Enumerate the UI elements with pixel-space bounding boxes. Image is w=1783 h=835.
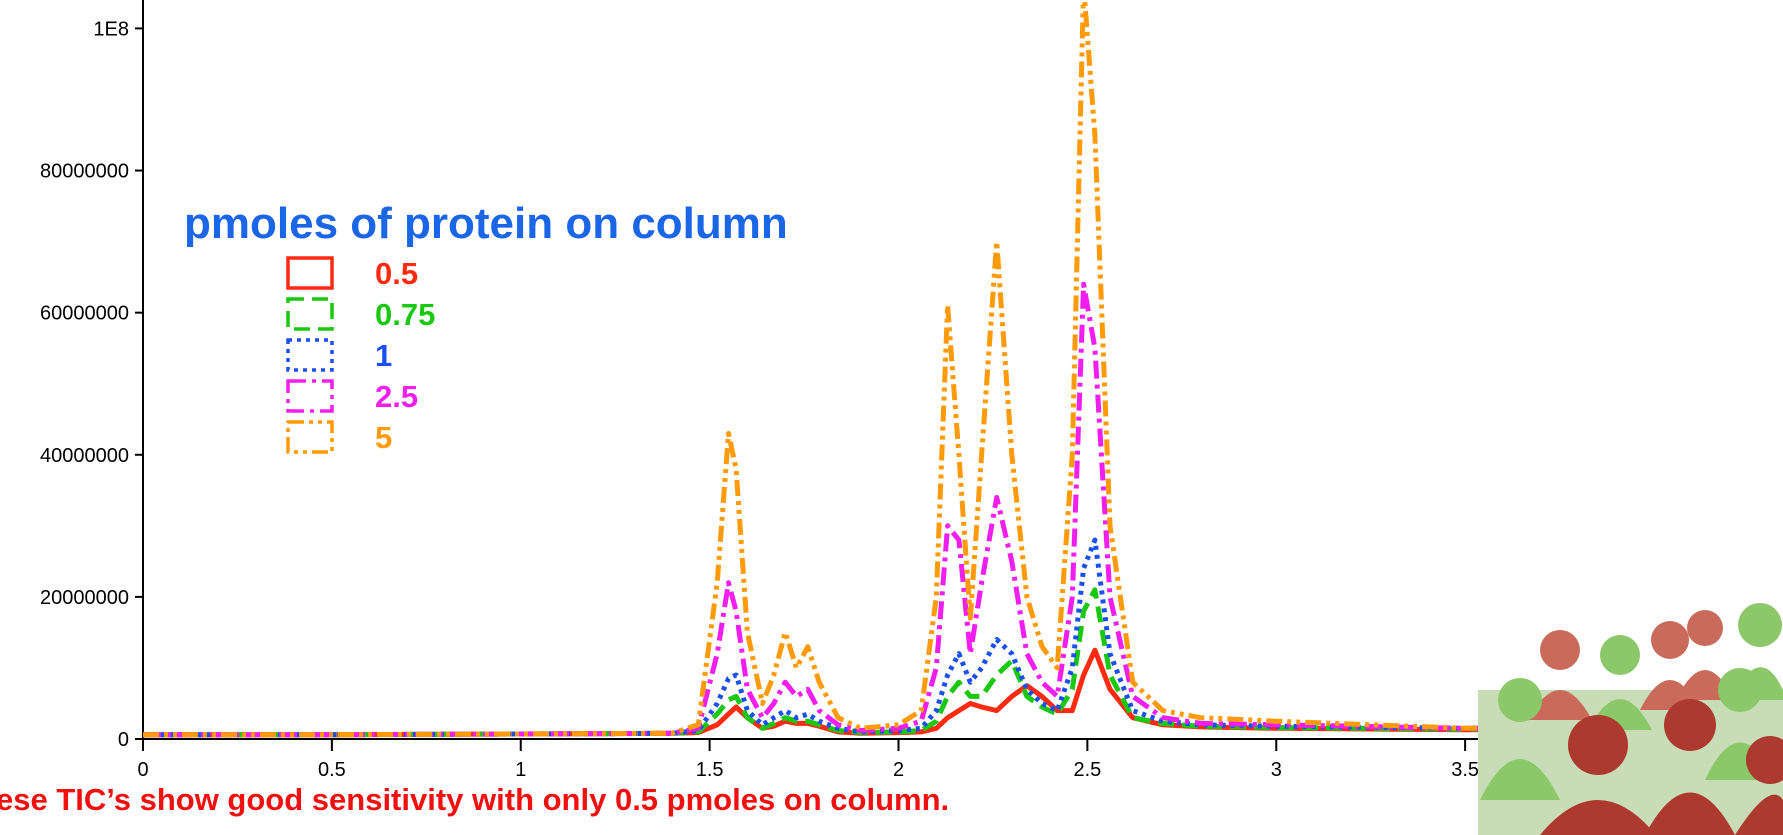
legend-label: 0.75 <box>375 297 435 332</box>
crowd-front <box>1540 699 1783 835</box>
y-tick-label: 0 <box>118 729 129 751</box>
legend-title: pmoles of protein on column <box>184 199 788 248</box>
y-tick-label: 80000000 <box>40 161 129 183</box>
legend-label: 0.5 <box>375 256 418 291</box>
crowd-back <box>1528 610 1734 720</box>
series-line <box>143 647 1655 738</box>
x-tick-label: 0.5 <box>318 759 346 781</box>
annotation: ese TIC’s show good sensitivity with onl… <box>0 782 949 817</box>
y-tick-label: 1E8 <box>93 18 129 40</box>
series-line <box>143 537 1655 738</box>
legend-swatch <box>286 379 334 413</box>
x-tick-label: 3 <box>1271 759 1282 781</box>
series-line <box>143 281 1655 738</box>
crowd-illustration <box>1478 603 1783 835</box>
legend-swatch <box>286 256 334 290</box>
y-tick-label: 60000000 <box>40 303 129 325</box>
x-tick-label: 0 <box>137 759 148 781</box>
lines <box>143 0 1655 738</box>
legend-label: 2.5 <box>375 379 418 414</box>
legend-label: 5 <box>375 420 392 455</box>
legend-swatch <box>286 420 334 454</box>
x-tick-label: 1 <box>515 759 526 781</box>
x-tick-label: 2.5 <box>1073 759 1101 781</box>
legend-swatch <box>286 297 334 331</box>
legend: 0.5 0.75 1 2.5 5 <box>286 256 435 455</box>
legend-label: 1 <box>375 338 392 373</box>
y-tick-label: 40000000 <box>40 445 129 467</box>
series-line <box>143 587 1655 738</box>
legend-swatch <box>286 338 334 372</box>
x-tick-label: 1.5 <box>696 759 724 781</box>
y-tick-label: 20000000 <box>40 587 129 609</box>
series-line <box>143 0 1655 738</box>
x-tick-label: 3.5 <box>1451 759 1479 781</box>
x-tick-label: 2 <box>893 759 904 781</box>
